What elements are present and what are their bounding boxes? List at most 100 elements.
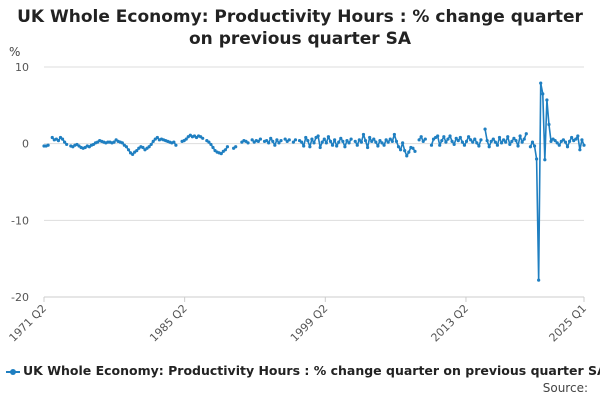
data-point [246, 141, 250, 145]
x-axis-ticks: 1971 Q2 1985 Q2 1999 Q2 2013 Q2 2025 Q1 [7, 297, 589, 345]
data-point [353, 139, 357, 143]
data-point [411, 146, 415, 150]
data-point [580, 138, 584, 142]
data-point [378, 139, 382, 143]
legend-label: UK Whole Economy: Productivity Hours : %… [23, 363, 600, 378]
data-point [576, 134, 580, 138]
data-point [423, 137, 427, 141]
data-point [225, 145, 230, 149]
data-point [312, 141, 316, 145]
data-point [147, 145, 151, 149]
data-point [386, 140, 390, 144]
data-point [223, 148, 227, 152]
data-point [510, 139, 514, 143]
data-point [347, 141, 351, 145]
data-point [458, 135, 462, 140]
data-point [370, 139, 374, 143]
data-point [442, 135, 446, 139]
series-line [529, 82, 585, 281]
data-point [502, 138, 506, 142]
data-point [401, 141, 405, 145]
data-point [473, 137, 477, 141]
data-point [65, 142, 69, 147]
data-point [403, 148, 407, 153]
data-point [466, 135, 471, 139]
data-point [273, 143, 277, 147]
data-point [172, 140, 176, 144]
data-point [452, 142, 456, 147]
data-point [534, 157, 539, 161]
data-point [306, 139, 310, 143]
data-point [537, 278, 541, 282]
data-point [287, 138, 291, 142]
data-point [417, 138, 421, 142]
data-point [549, 139, 553, 143]
data-point [475, 141, 479, 145]
data-point [328, 139, 333, 143]
data-point [440, 139, 444, 143]
data-point [508, 142, 512, 147]
data-point [308, 145, 312, 149]
data-point [124, 145, 129, 149]
data-point [201, 136, 205, 140]
data-point [456, 139, 460, 143]
legend-marker-icon [6, 367, 20, 377]
data-point [520, 140, 524, 144]
data-point [271, 139, 275, 143]
data-point [135, 148, 139, 153]
data-point [495, 143, 500, 147]
data-point [464, 139, 469, 143]
data-point [337, 140, 341, 144]
data-point [469, 138, 473, 142]
data-point [320, 140, 324, 144]
legend[interactable]: UK Whole Economy: Productivity Hours : %… [6, 363, 600, 379]
data-point [275, 138, 279, 142]
chart-title: UK Whole Economy: Productivity Hours : %… [0, 6, 600, 50]
data-point [330, 143, 335, 147]
data-point [365, 145, 370, 150]
data-point [318, 145, 322, 150]
data-point [567, 139, 572, 143]
data-point [543, 158, 547, 162]
data-point [570, 135, 574, 140]
y-tick-label: -20 [11, 291, 29, 304]
data-point [361, 132, 366, 137]
data-point [483, 127, 487, 131]
data-point [436, 134, 440, 138]
data-point [448, 134, 452, 138]
chart-title-line-1: UK Whole Economy: Productivity Hours : %… [17, 7, 583, 27]
data-point [522, 137, 526, 141]
data-point [497, 135, 502, 140]
data-point [388, 137, 392, 141]
data-point [489, 139, 493, 143]
data-point [341, 139, 345, 143]
data-point [504, 140, 508, 144]
data-point [316, 134, 320, 138]
data-point [368, 135, 372, 140]
data-point [485, 139, 489, 143]
data-point [460, 140, 464, 144]
data-point [561, 138, 565, 142]
data-point [384, 138, 388, 142]
data-point [345, 139, 349, 143]
data-point [514, 139, 518, 143]
data-point [269, 136, 273, 140]
source-label: Source: [542, 381, 588, 395]
data-point [60, 137, 65, 141]
data-point [563, 140, 568, 144]
data-point [333, 138, 337, 142]
data-point [462, 143, 467, 147]
data-point [126, 148, 131, 152]
data-point [46, 143, 50, 147]
data-point [209, 142, 213, 147]
data-point [390, 139, 394, 143]
data-point [339, 136, 343, 140]
x-tick-label: 2013 Q2 [429, 302, 472, 345]
data-point [518, 134, 522, 138]
data-point [324, 141, 328, 145]
data-point [413, 149, 417, 153]
data-point [302, 144, 306, 148]
data-point [454, 136, 458, 140]
data-point [578, 148, 582, 152]
data-point [407, 150, 411, 154]
